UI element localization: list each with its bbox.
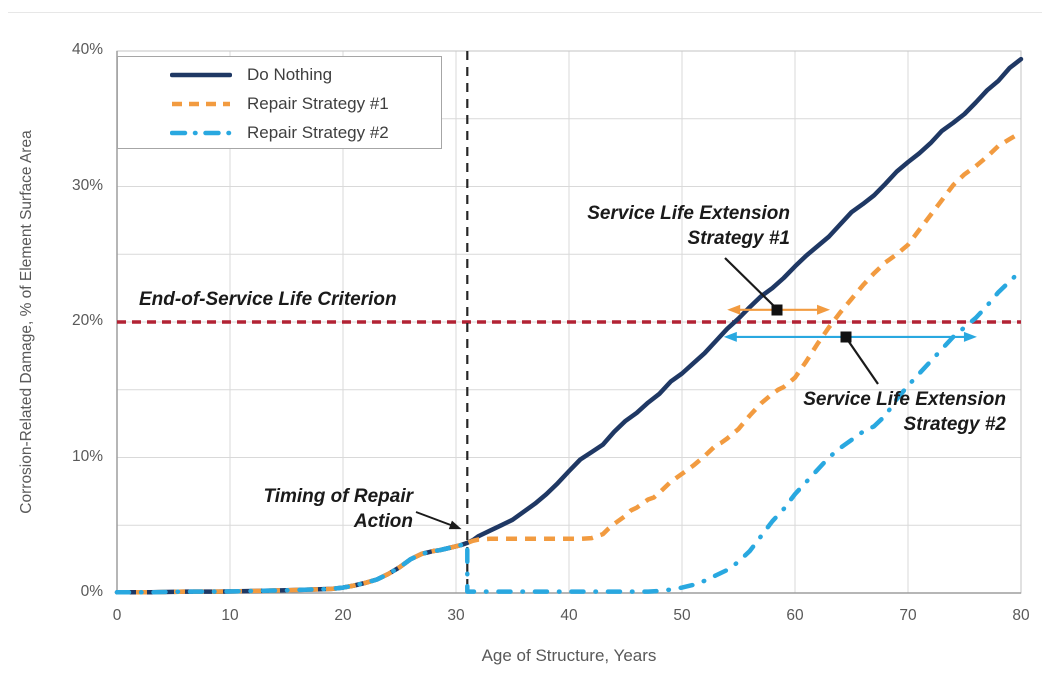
legend-label-do-nothing: Do Nothing <box>247 64 333 84</box>
legend-item-repair-strategy-2: Repair Strategy #2 <box>118 118 441 147</box>
legend-item-repair-strategy-1: Repair Strategy #1 <box>118 89 441 118</box>
legend-line-repair-2-icon <box>170 130 232 135</box>
legend: Do Nothing Repair Strategy #1 Repair Str… <box>117 56 442 149</box>
y-tick-label: 30% <box>71 176 103 194</box>
annotation-text-line1: Service Life Extension <box>803 389 1006 410</box>
annotation-text-line1: Service Life Extension <box>587 203 790 224</box>
y-tick-label: 0% <box>80 583 103 600</box>
x-tick-label: 30 <box>447 607 465 624</box>
annotation-text: End-of-Service Life Criterion <box>139 289 397 310</box>
legend-item-do-nothing: Do Nothing <box>118 60 441 89</box>
y-tick-label: 40% <box>71 41 103 58</box>
y-tick-label: 10% <box>71 447 103 465</box>
x-axis-title: Age of Structure, Years <box>481 646 657 665</box>
legend-label-repair-2: Repair Strategy #2 <box>247 122 389 142</box>
x-tick-label: 0 <box>112 607 122 624</box>
annotation-service-life-extension-2: Service Life Extension Strategy #2 <box>803 387 1006 437</box>
annotation-text-line1: Timing of Repair <box>263 486 413 507</box>
legend-label-repair-1: Repair Strategy #1 <box>247 93 389 113</box>
annotation-text-line2: Action <box>353 511 413 532</box>
series-repair-strategy-1 <box>117 130 1023 595</box>
series-repair-strategy-2 <box>114 268 1024 595</box>
x-tick-label: 20 <box>334 607 352 624</box>
y-axis-title: Corrosion-Related Damage, % of Element S… <box>18 130 35 514</box>
legend-line-repair-1-icon <box>172 101 230 106</box>
figure-top-border <box>8 12 1042 13</box>
x-tick-label: 10 <box>221 607 239 624</box>
annotation-text-line2: Strategy #1 <box>687 228 790 249</box>
annotation-end-of-service-life: End-of-Service Life Criterion <box>139 287 397 312</box>
x-tick-label: 50 <box>673 607 691 624</box>
gridlines <box>117 51 1022 593</box>
y-tick-label: 20% <box>71 312 103 329</box>
annotation-timing-of-repair: Timing of Repair Action <box>263 484 413 534</box>
x-tick-label: 40 <box>560 607 578 624</box>
annotation-text-line2: Strategy #2 <box>903 414 1006 435</box>
x-tick-label: 80 <box>1012 607 1030 624</box>
annotation-service-life-extension-1: Service Life Extension Strategy #1 <box>587 201 790 251</box>
legend-line-do-nothing-icon <box>170 72 232 77</box>
x-tick-label: 70 <box>899 607 917 624</box>
x-tick-label: 60 <box>786 607 804 624</box>
annotation-leaders <box>415 257 879 530</box>
